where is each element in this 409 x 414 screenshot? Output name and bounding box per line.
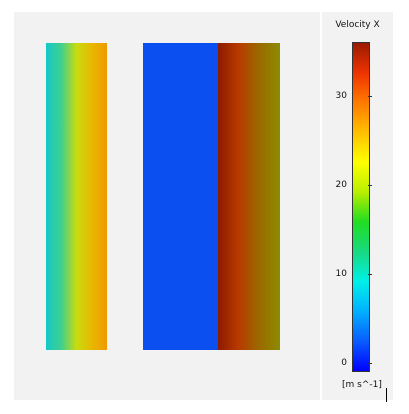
colorbar-tick-label: 10	[335, 268, 347, 279]
colorbar-tick-mark	[368, 363, 372, 365]
colorbar-tick-mark	[368, 273, 372, 275]
colorbar-tick-mark	[368, 95, 372, 97]
colorbar-tick-label: 30	[335, 90, 347, 101]
render-viewport[interactable]	[14, 12, 320, 400]
velocity-field-block-low	[143, 43, 218, 350]
colorbar	[352, 42, 370, 372]
legend-units: [m s^-1]	[342, 380, 382, 390]
colorbar-tick-label: 0	[341, 358, 347, 369]
velocity-field-strip-left	[46, 43, 107, 350]
legend-title: Velocity X	[335, 20, 380, 30]
colorbar-tick-mark	[368, 184, 372, 186]
velocity-field-block-high	[218, 43, 280, 350]
colorbar-tick-label: 20	[335, 179, 347, 190]
text-cursor	[386, 388, 387, 402]
legend-panel: Velocity X 0 10 20 30 [m s^-1]	[322, 12, 393, 400]
